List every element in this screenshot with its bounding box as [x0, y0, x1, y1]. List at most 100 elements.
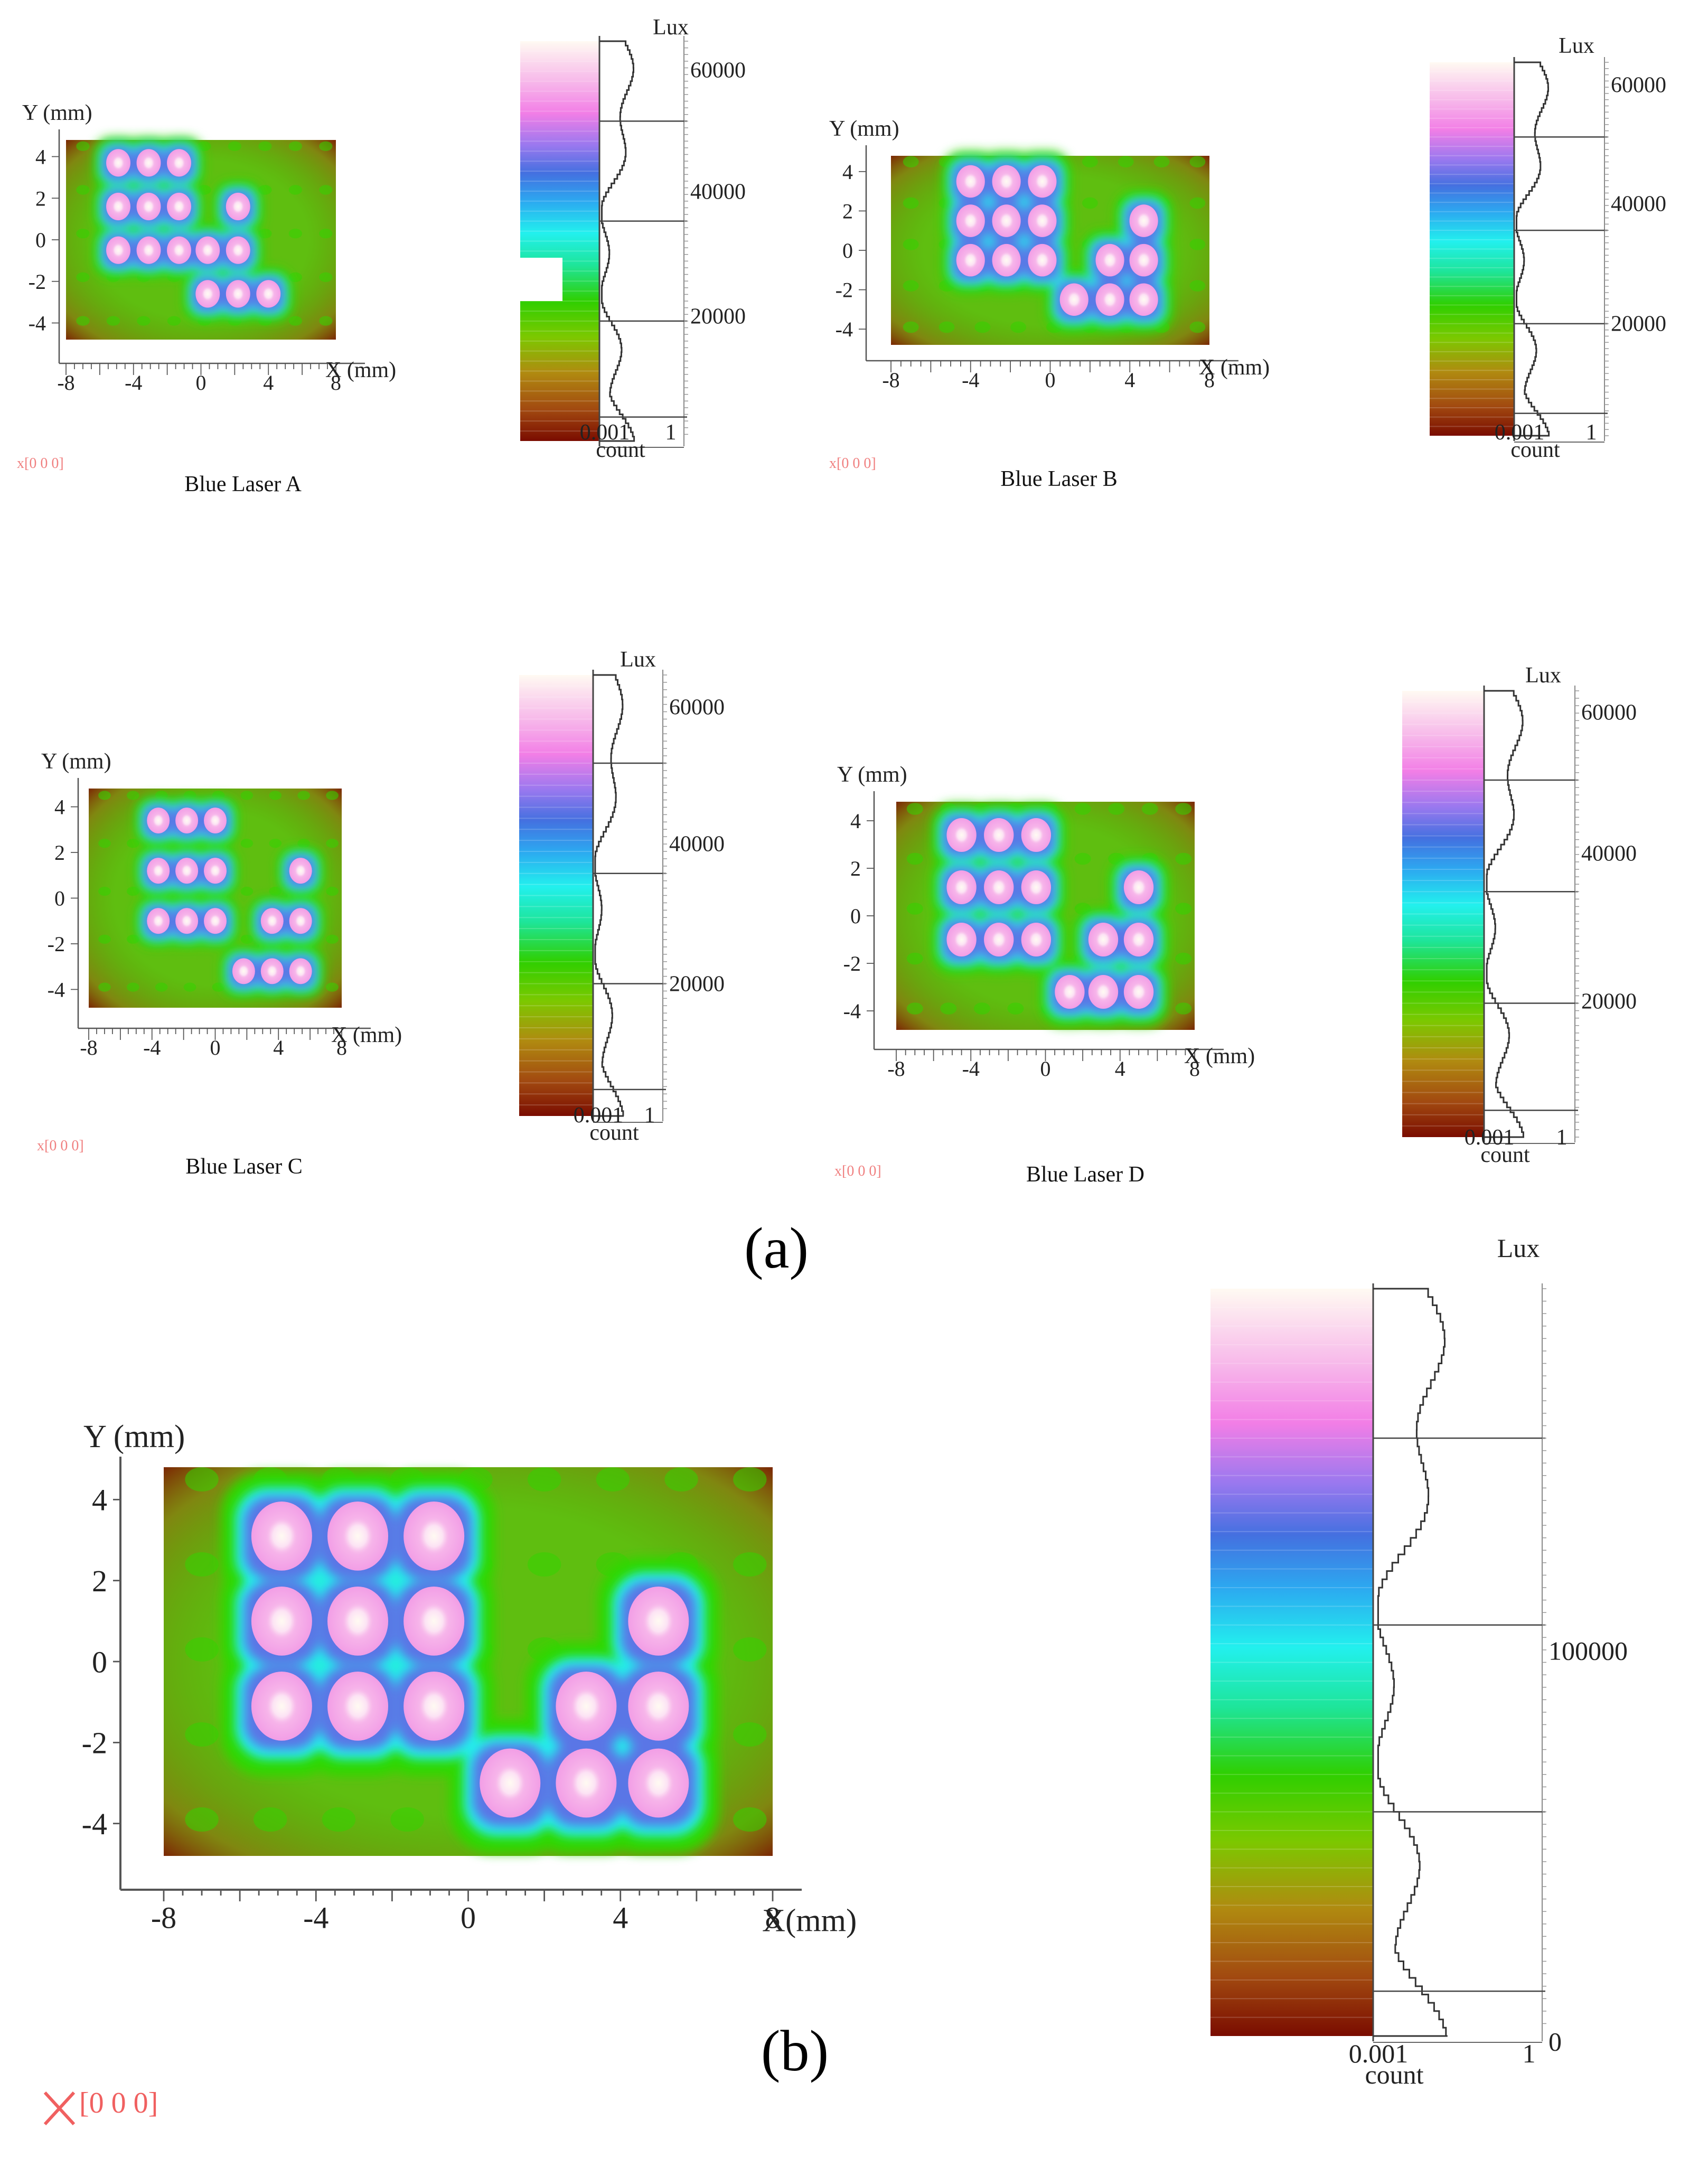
- speckle: [1074, 803, 1091, 815]
- speckle: [903, 280, 919, 292]
- marker-small-c: x[0 0 0]: [37, 1138, 84, 1154]
- subfigure-label-b: (b): [761, 2019, 829, 2083]
- laser-spot-core: [181, 813, 193, 828]
- x-tick-label: -8: [882, 368, 899, 392]
- x-tick-label: 4: [263, 371, 274, 395]
- y-tick-label: -2: [82, 1726, 107, 1760]
- colorbar-d: Lux 60000 40000 20000 0.001 1 count: [1402, 663, 1637, 1167]
- y-axis-title: Y (mm): [41, 749, 111, 774]
- x-axis-title: X (mm): [325, 358, 396, 382]
- laser-spots: [106, 149, 281, 308]
- axes: -8 -4 0 4 8 4 2 0 -2 -4 Y (mm) X (mm) Blue Laser B: [829, 117, 1270, 491]
- speckle: [390, 1807, 424, 1832]
- speckle: [1010, 321, 1027, 333]
- colorbar-bands: [519, 685, 593, 1106]
- speckle: [269, 839, 282, 848]
- speckle: [319, 272, 333, 283]
- count-min-label: 0.001: [1465, 1125, 1515, 1150]
- laser-spot-core: [231, 199, 245, 214]
- speckle: [185, 1467, 219, 1492]
- count-max-label: 1: [644, 1103, 655, 1128]
- speckle: [906, 952, 923, 965]
- x-tick-label: 4: [273, 1036, 284, 1059]
- x-tick-label: 8: [765, 1901, 781, 1935]
- y-tick-label: 0: [92, 1645, 107, 1679]
- speckle: [269, 886, 282, 896]
- speckle: [288, 228, 302, 239]
- laser-spot-core: [1028, 930, 1044, 949]
- axes: -8 -4 0 4 8 4 2 0 -2 -4 Y (mm) X (mm) Blue Laser C: [41, 749, 402, 1179]
- laser-spot-core: [342, 1517, 374, 1555]
- x-tick-label: 4: [613, 1901, 628, 1935]
- laser-spot-core: [1035, 211, 1050, 230]
- laser-spot-core: [1035, 172, 1050, 191]
- laser-spot-core: [266, 1602, 298, 1640]
- x-tick-label: -4: [962, 368, 979, 392]
- speckle: [76, 185, 90, 195]
- y-axis-title: Y (mm): [83, 1419, 185, 1455]
- colorbar-tick-label: 20000: [690, 305, 746, 329]
- speckle: [527, 1552, 561, 1577]
- laser-spot-core: [294, 914, 307, 928]
- speckle: [973, 1002, 990, 1015]
- speckle: [76, 272, 90, 283]
- speckle: [155, 982, 168, 992]
- laser-spot-core: [172, 199, 186, 214]
- count-min-label: 0.001: [1495, 420, 1545, 445]
- speckle: [733, 1467, 767, 1492]
- histogram-trace: [1484, 690, 1524, 1138]
- colorbar-tick-label: 60000: [1581, 701, 1637, 725]
- speckle: [319, 316, 333, 326]
- speckle: [98, 982, 111, 992]
- laser-spot-core: [642, 1763, 675, 1803]
- panel-blue-laser-c: -8 -4 0 4 8 4 2 0 -2 -4 Y (mm) X (mm) Blue Laser C: [41, 749, 402, 1179]
- speckle: [1175, 1002, 1192, 1015]
- laser-spot-core: [111, 155, 125, 171]
- laser-spot-core: [999, 172, 1014, 191]
- x-tick-label: -4: [143, 1036, 161, 1059]
- laser-spot-core: [152, 813, 165, 828]
- speckle: [906, 1002, 923, 1015]
- axes: -8 -4 0 4 8 4 2 0 -2 -4 Y (mm) X(mm): [82, 1419, 857, 1938]
- speckle: [903, 321, 919, 333]
- speckle: [906, 852, 923, 865]
- colorbar-notch: [520, 258, 562, 301]
- laser-spot-core: [342, 1602, 374, 1640]
- speckle: [664, 1467, 698, 1492]
- speckle: [185, 1807, 219, 1832]
- laser-spot-core: [209, 914, 221, 928]
- laser-spot-core: [172, 155, 186, 171]
- laser-spot-core: [1131, 982, 1147, 1001]
- count-min-label: 0.001: [580, 420, 630, 445]
- y-tick-label: 2: [35, 186, 46, 210]
- speckle: [1189, 156, 1206, 168]
- speckle: [319, 185, 333, 195]
- laser-spot-core: [1066, 290, 1082, 309]
- laser-spot-core: [991, 825, 1007, 845]
- origin-marker-label: [0 0 0]: [79, 2087, 158, 2119]
- speckle: [269, 791, 282, 800]
- count-max-label: 1: [665, 420, 677, 445]
- speckle: [167, 316, 181, 326]
- speckle: [1189, 197, 1206, 209]
- speckle: [240, 934, 254, 944]
- x-tick-label: 4: [1124, 368, 1135, 392]
- x-tick-label: 8: [331, 371, 341, 395]
- x-tick-label: 4: [1115, 1057, 1125, 1081]
- laser-spot-core: [142, 199, 155, 214]
- speckle: [126, 886, 139, 896]
- speckle: [939, 321, 955, 333]
- laser-spot-core: [172, 242, 186, 258]
- colorbar-unit-label: Lux: [1525, 663, 1561, 688]
- colorbar-unit-label: Lux: [1497, 1233, 1540, 1263]
- speckle: [319, 228, 333, 239]
- laser-spots: [956, 165, 1158, 316]
- colorbar-tick-label: 60000: [669, 696, 725, 720]
- laser-spot-core: [209, 813, 221, 828]
- count-axis-title: count: [1365, 2060, 1423, 2089]
- y-tick-label: 0: [842, 239, 853, 262]
- histogram-trace: [593, 674, 624, 1117]
- colorbar-tick-label: 20000: [1581, 990, 1637, 1014]
- count-axis-title: count: [589, 1121, 639, 1145]
- speckle: [974, 321, 991, 333]
